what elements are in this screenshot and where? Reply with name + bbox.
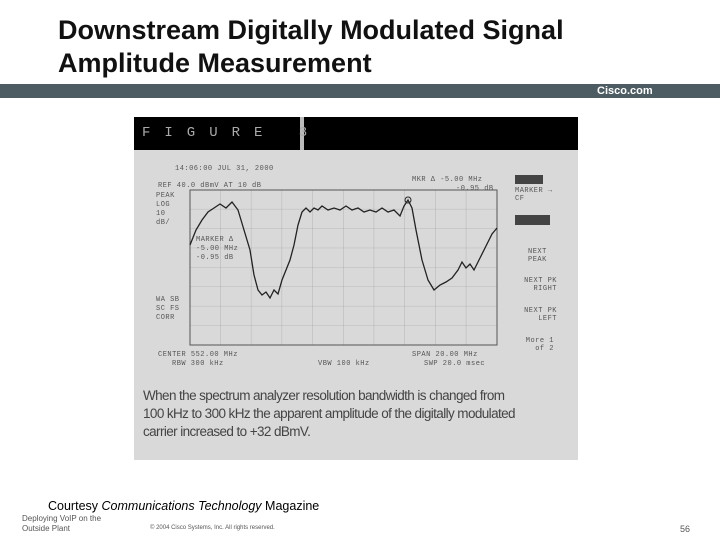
screen-text: RBW 300 kHz: [172, 360, 224, 368]
screen-text: MKR Δ -5.00 MHz: [412, 176, 483, 184]
softkey: NEXT PK RIGHT: [524, 277, 557, 293]
caption-line: When the spectrum analyzer resolution ba…: [143, 388, 505, 403]
caption-line: carrier increased to +32 dBmV.: [143, 424, 311, 439]
screen-text: CORR: [156, 314, 175, 322]
magazine-name: Communications Technology: [101, 499, 262, 513]
figure-divider: [300, 117, 304, 150]
courtesy-text: Courtesy: [48, 499, 99, 513]
softkey-highlight: [515, 215, 550, 225]
screen-text: LOG: [156, 201, 171, 209]
copyright: © 2004 Cisco Systems, Inc. All rights re…: [150, 525, 275, 531]
screen-text: CENTER 552.00 MHz: [158, 351, 238, 359]
title-line: Downstream Digitally Modulated Signal: [58, 15, 564, 45]
figure-header: [134, 117, 578, 150]
screen-text: SPAN 20.00 MHz: [412, 351, 478, 359]
courtesy: Courtesy Communications Technology Magaz…: [48, 499, 319, 513]
screen-text: dB/: [156, 219, 171, 227]
page-number: 56: [680, 524, 691, 534]
screen-text: REF 40.0 dBmV AT 10 dB: [158, 182, 262, 190]
softkey: NEXT PK LEFT: [524, 307, 557, 323]
screen-text: MARKER Δ: [196, 236, 234, 244]
header-bar: [0, 84, 720, 98]
softkey: More 1 of 2: [525, 337, 554, 353]
caption-line: 100 kHz to 300 kHz the apparent amplitud…: [143, 406, 516, 421]
analyzer-screen: [189, 189, 498, 346]
figure-label: FIGURE 3: [142, 125, 322, 141]
screen-text: -0.95 dB: [196, 254, 234, 262]
trace: [189, 198, 498, 300]
screen-text: VBW 100 kHz: [318, 360, 370, 368]
screen-text: SC FS: [156, 305, 180, 313]
screen-text: 14:06:00 JUL 31, 2000: [175, 165, 274, 173]
course-line: Outside Plant: [22, 524, 71, 533]
course-line: Deploying VoIP on the: [22, 514, 102, 523]
screen-text: WA SB: [156, 296, 180, 304]
screen-text: -5.00 MHz: [196, 245, 239, 253]
softkey: NEXT PEAK: [528, 248, 547, 264]
screen-text: PEAK: [156, 192, 175, 200]
title-line: Amplitude Measurement: [58, 48, 372, 78]
graticule: [189, 189, 498, 346]
screen-text: -0.95 dB: [456, 185, 494, 193]
screen-text: SWP 20.0 msec: [424, 360, 486, 368]
marker: [404, 196, 412, 204]
screen-text: 10: [156, 210, 166, 218]
softkey-highlight: [515, 175, 543, 184]
softkey: MARKER → CF: [515, 187, 553, 203]
courtesy-text: Magazine: [265, 499, 320, 513]
brand: Cisco.com: [597, 85, 653, 97]
